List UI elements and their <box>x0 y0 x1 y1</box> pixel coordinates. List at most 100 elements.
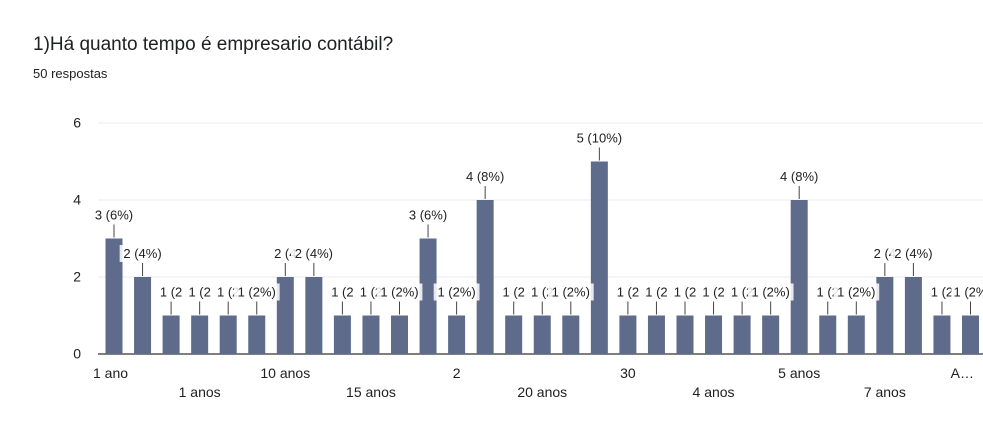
data-label: 1 (2%) <box>380 285 418 300</box>
data-label: 1 (2 <box>217 285 239 300</box>
x-tick-label: 2 <box>453 365 461 381</box>
data-label-halo <box>890 245 937 262</box>
data-label: 2 (4%) <box>123 246 161 261</box>
x-tick-label: 20 anos <box>517 384 567 400</box>
bar[interactable] <box>105 238 123 355</box>
bar[interactable] <box>333 315 351 355</box>
data-label: 2 (4%) <box>295 246 333 261</box>
data-label: 1 (2 <box>188 285 210 300</box>
data-label-halo <box>433 283 480 301</box>
data-label: 1 (2 <box>331 285 353 300</box>
y-tick-label: 0 <box>73 346 81 362</box>
bar[interactable] <box>876 277 894 354</box>
bar[interactable] <box>191 315 209 355</box>
data-label: 4 (8%) <box>466 169 504 184</box>
x-tick-label: 30 <box>620 365 636 381</box>
y-axis-ticks: 0 2 4 6 <box>73 115 81 362</box>
bar[interactable] <box>647 315 665 355</box>
data-label-halo <box>155 283 187 301</box>
data-label: 1 (2 <box>502 285 524 300</box>
bar[interactable] <box>305 277 323 354</box>
data-label: 1 (2 <box>817 285 839 300</box>
bar[interactable] <box>705 315 723 355</box>
data-label-halo <box>951 283 983 301</box>
data-label: 2 (4 <box>274 246 296 261</box>
data-label-halo <box>669 283 701 301</box>
data-label-halo <box>119 245 166 262</box>
bar[interactable] <box>762 315 780 355</box>
y-tick-label: 4 <box>73 192 81 208</box>
bars <box>105 161 979 355</box>
data-label: 1 (2% <box>954 285 983 300</box>
data-label: 1 (2 <box>645 285 667 300</box>
bar[interactable] <box>448 315 466 355</box>
bar[interactable] <box>162 315 180 355</box>
data-label: 1 (2 <box>531 285 553 300</box>
bar[interactable] <box>590 161 608 355</box>
x-tick-label: 1 ano <box>93 365 128 381</box>
bar[interactable] <box>562 315 580 355</box>
data-label: 1 (2 <box>160 285 182 300</box>
data-label-halo <box>498 283 530 301</box>
bar[interactable] <box>219 315 237 355</box>
bar[interactable] <box>962 315 979 355</box>
data-label: 1 (2 <box>360 285 382 300</box>
bar[interactable] <box>134 277 152 354</box>
bar[interactable] <box>362 315 380 355</box>
bar[interactable] <box>505 315 523 355</box>
data-label: 1 (2%) <box>437 285 475 300</box>
data-label: 3 (6%) <box>95 208 133 223</box>
data-label: 1 (2%) <box>552 285 590 300</box>
bar[interactable] <box>847 315 865 355</box>
x-tick-label: 5 anos <box>778 365 820 381</box>
bar[interactable] <box>533 315 551 355</box>
data-label: 1 (2%) <box>837 285 875 300</box>
bar[interactable] <box>790 200 808 354</box>
data-label: 1 (2%) <box>238 285 276 300</box>
data-label-halo <box>572 129 626 147</box>
data-label: 2 (4 <box>874 246 896 261</box>
bar[interactable] <box>904 277 922 354</box>
data-label: 4 (8%) <box>780 169 818 184</box>
data-label: 1 (2%) <box>752 285 790 300</box>
data-label: 1 (2 <box>674 285 696 300</box>
data-label: 5 (10%) <box>577 131 623 146</box>
data-label-halo <box>233 283 280 301</box>
data-label: 1 (2 <box>731 285 753 300</box>
y-tick-label: 2 <box>73 269 81 285</box>
bar[interactable] <box>476 200 494 354</box>
bar[interactable] <box>419 238 437 355</box>
data-label-halo <box>376 283 423 301</box>
response-count: 50 respostas <box>33 66 108 81</box>
data-label-halo <box>612 283 644 301</box>
data-label-halo <box>547 283 594 301</box>
data-label: 1 (2 <box>702 285 724 300</box>
x-tick-label: 10 anos <box>260 365 310 381</box>
data-label-halo <box>697 283 730 301</box>
x-axis-ticks: 1 ano 1 anos 10 anos 15 anos 2 20 anos 30 4 ano… <box>93 365 974 400</box>
data-label-halo <box>184 283 216 301</box>
data-label-halo <box>326 283 358 301</box>
x-tick-label: 7 anos <box>864 384 906 400</box>
bar[interactable] <box>391 315 408 355</box>
data-label-halo <box>290 245 337 262</box>
data-label: 1 (2 <box>931 285 953 300</box>
data-label-halo <box>926 283 958 301</box>
data-label-halo <box>833 283 880 301</box>
x-tick-label: 1 anos <box>179 384 221 400</box>
x-tick-label: 4 anos <box>693 384 735 400</box>
bar[interactable] <box>248 315 266 355</box>
data-label: 2 (4%) <box>894 246 932 261</box>
bar[interactable] <box>619 315 637 355</box>
data-label: 1 (2 <box>617 285 639 300</box>
bar[interactable] <box>676 315 694 355</box>
bar[interactable] <box>933 315 951 355</box>
data-label-halo <box>640 283 673 301</box>
bar[interactable] <box>733 315 751 355</box>
bar[interactable] <box>276 277 294 354</box>
data-label: 3 (6%) <box>409 208 447 223</box>
y-tick-label: 6 <box>73 115 81 131</box>
bar[interactable] <box>819 315 837 355</box>
data-label-halo <box>405 206 451 224</box>
